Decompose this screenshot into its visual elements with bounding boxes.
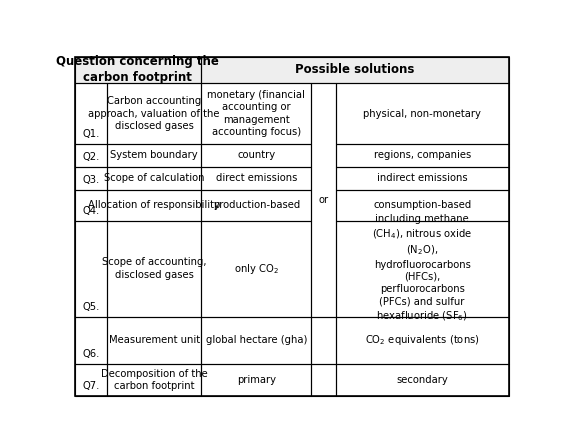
- Bar: [201, 167, 311, 190]
- Bar: [75, 317, 108, 364]
- Bar: [75, 190, 108, 220]
- Bar: [75, 220, 108, 317]
- Bar: [311, 83, 336, 317]
- Text: Q3.: Q3.: [83, 175, 100, 185]
- Text: Q7.: Q7.: [83, 382, 100, 392]
- Text: Measurement unit: Measurement unit: [109, 336, 200, 345]
- Text: secondary: secondary: [396, 375, 448, 385]
- Bar: [201, 144, 311, 167]
- Text: country: country: [237, 151, 275, 160]
- Bar: [75, 56, 201, 83]
- Bar: [108, 190, 201, 220]
- Text: direct emissions: direct emissions: [216, 173, 297, 183]
- Bar: [108, 144, 201, 167]
- Bar: [108, 167, 201, 190]
- Bar: [108, 317, 201, 364]
- Bar: [201, 56, 509, 83]
- Text: Q1.: Q1.: [83, 129, 100, 139]
- Text: or: or: [319, 195, 329, 205]
- Bar: [201, 364, 311, 396]
- Bar: [336, 220, 509, 317]
- Bar: [336, 144, 509, 167]
- Text: primary: primary: [237, 375, 276, 385]
- Bar: [75, 167, 108, 190]
- Text: consumption-based: consumption-based: [373, 200, 471, 210]
- Bar: [336, 190, 509, 220]
- Text: Question concerning the
carbon footprint: Question concerning the carbon footprint: [56, 56, 220, 84]
- Text: only CO$_2$: only CO$_2$: [234, 262, 279, 276]
- Bar: [201, 56, 509, 83]
- Text: physical, non-monetary: physical, non-monetary: [363, 108, 481, 119]
- Text: production-based: production-based: [213, 200, 300, 210]
- Text: Decomposition of the
carbon footprint: Decomposition of the carbon footprint: [101, 369, 208, 391]
- Bar: [311, 364, 336, 396]
- Bar: [75, 144, 108, 167]
- Text: System boundary: System boundary: [110, 151, 198, 160]
- Text: monetary (financial
accounting or
management
accounting focus): monetary (financial accounting or manage…: [207, 90, 306, 137]
- Text: Carbon accounting
approach, valuation of the
disclosed gases: Carbon accounting approach, valuation of…: [89, 96, 220, 131]
- Text: Q4.: Q4.: [83, 206, 100, 216]
- Bar: [108, 220, 201, 317]
- Bar: [108, 364, 201, 396]
- Text: indirect emissions: indirect emissions: [377, 173, 468, 183]
- Bar: [201, 220, 311, 317]
- Text: Scope of accounting,
disclosed gases: Scope of accounting, disclosed gases: [102, 258, 207, 280]
- Bar: [75, 364, 108, 396]
- Text: Q5.: Q5.: [83, 302, 100, 312]
- Bar: [201, 83, 311, 144]
- Bar: [201, 317, 311, 364]
- Text: global hectare (gha): global hectare (gha): [205, 336, 307, 345]
- Text: including methane
(CH$_4$), nitrous oxide
(N$_2$O),
hydrofluorocarbons
(HFCs),
p: including methane (CH$_4$), nitrous oxid…: [372, 214, 472, 323]
- Bar: [108, 83, 201, 144]
- Bar: [75, 56, 201, 83]
- Text: CO$_2$ equivalents (tons): CO$_2$ equivalents (tons): [365, 333, 480, 347]
- Bar: [75, 83, 108, 144]
- Bar: [336, 364, 509, 396]
- Bar: [336, 83, 509, 144]
- Text: Allocation of responsibility: Allocation of responsibility: [88, 200, 220, 210]
- Text: Q2.: Q2.: [83, 152, 100, 162]
- Text: Scope of calculation: Scope of calculation: [104, 173, 204, 183]
- Bar: [311, 317, 336, 364]
- Bar: [201, 190, 311, 220]
- Bar: [336, 317, 509, 364]
- Text: Q6.: Q6.: [83, 349, 100, 359]
- Text: regions, companies: regions, companies: [373, 151, 471, 160]
- Text: Possible solutions: Possible solutions: [295, 63, 415, 76]
- Bar: [336, 167, 509, 190]
